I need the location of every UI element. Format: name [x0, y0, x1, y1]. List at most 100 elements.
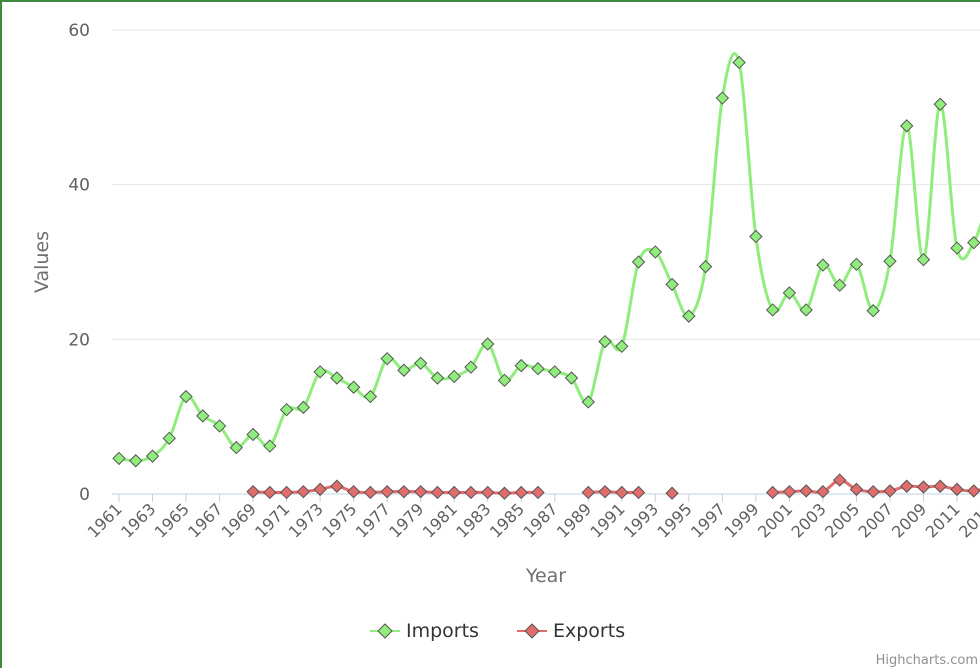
data-point-exports[interactable]	[765, 485, 780, 500]
data-point-imports[interactable]	[464, 360, 478, 374]
data-point-imports[interactable]	[849, 257, 864, 272]
data-point-imports[interactable]	[246, 427, 260, 442]
data-point-imports[interactable]	[799, 303, 813, 317]
data-point-imports[interactable]	[413, 356, 428, 371]
data-point-imports[interactable]	[447, 369, 461, 384]
data-point-exports[interactable]	[933, 479, 947, 493]
data-point-imports[interactable]	[514, 358, 528, 373]
data-point-exports[interactable]	[430, 485, 445, 500]
data-point-exports[interactable]	[279, 485, 294, 500]
data-point-exports[interactable]	[631, 485, 646, 500]
data-point-exports[interactable]	[598, 484, 612, 499]
data-point-imports[interactable]	[631, 255, 646, 269]
data-point-imports[interactable]	[900, 119, 914, 133]
data-point-imports[interactable]	[615, 339, 629, 354]
data-point-imports[interactable]	[346, 380, 361, 394]
data-point-exports[interactable]	[799, 484, 813, 498]
data-point-imports[interactable]	[765, 303, 780, 317]
data-point-exports[interactable]	[665, 486, 679, 500]
data-point-imports[interactable]	[883, 254, 897, 268]
data-point-exports[interactable]	[581, 485, 595, 500]
data-point-imports[interactable]	[129, 454, 143, 468]
data-point-exports[interactable]	[413, 484, 428, 499]
data-point-imports[interactable]	[363, 389, 378, 404]
data-point-imports[interactable]	[967, 235, 980, 250]
data-point-exports[interactable]	[497, 486, 512, 500]
data-point-imports[interactable]	[866, 304, 880, 318]
data-point-exports[interactable]	[531, 485, 545, 500]
data-point-imports[interactable]	[162, 431, 176, 446]
data-point-imports[interactable]	[682, 309, 696, 323]
data-point-exports[interactable]	[950, 482, 964, 497]
data-point-exports[interactable]	[849, 482, 864, 497]
data-point-imports[interactable]	[581, 395, 595, 409]
data-point-exports[interactable]	[816, 484, 830, 499]
data-point-imports[interactable]	[229, 440, 244, 455]
data-point-imports[interactable]	[212, 419, 227, 433]
data-point-imports[interactable]	[749, 229, 763, 244]
data-point-imports[interactable]	[698, 259, 713, 274]
legend-imports-marker	[377, 623, 393, 639]
data-point-exports[interactable]	[615, 485, 629, 500]
data-point-imports[interactable]	[782, 286, 797, 300]
data-point-imports[interactable]	[179, 389, 193, 404]
data-point-exports[interactable]	[866, 484, 880, 499]
data-point-imports[interactable]	[145, 449, 160, 463]
data-point-imports[interactable]	[531, 362, 545, 376]
data-point-exports[interactable]	[514, 485, 528, 500]
data-point-imports[interactable]	[330, 371, 344, 385]
data-point-imports[interactable]	[112, 451, 126, 466]
data-point-exports[interactable]	[246, 484, 260, 499]
data-point-imports[interactable]	[263, 439, 277, 453]
data-point-imports[interactable]	[548, 365, 562, 379]
credits-link[interactable]: Highcharts.com	[876, 653, 978, 668]
data-point-exports[interactable]	[967, 484, 980, 498]
x-tick-label: 1985	[486, 499, 528, 541]
data-point-imports[interactable]	[732, 55, 746, 70]
y-axis-title: Values	[31, 231, 53, 293]
data-point-imports[interactable]	[313, 365, 327, 379]
data-point-exports[interactable]	[916, 480, 931, 494]
data-point-exports[interactable]	[481, 485, 495, 500]
data-point-imports[interactable]	[598, 334, 612, 349]
data-point-imports[interactable]	[397, 363, 411, 377]
data-point-imports[interactable]	[564, 371, 579, 385]
data-point-exports[interactable]	[447, 485, 461, 500]
data-point-exports[interactable]	[397, 484, 411, 499]
data-point-exports[interactable]	[330, 479, 344, 493]
data-point-imports[interactable]	[950, 241, 964, 255]
data-point-exports[interactable]	[263, 485, 277, 500]
data-point-imports[interactable]	[481, 337, 495, 351]
data-point-imports[interactable]	[430, 371, 445, 385]
data-point-imports[interactable]	[916, 252, 931, 267]
data-point-exports[interactable]	[380, 484, 394, 499]
data-point-exports[interactable]	[363, 485, 378, 500]
data-point-imports[interactable]	[380, 351, 394, 366]
legend[interactable]: Imports Exports	[370, 620, 625, 642]
data-point-imports[interactable]	[279, 402, 294, 417]
data-point-imports[interactable]	[648, 245, 663, 259]
y-tick-label: 0	[79, 485, 90, 505]
y-tick-label: 60	[68, 21, 90, 41]
data-point-exports[interactable]	[883, 484, 897, 498]
legend-item-exports[interactable]: Exports	[517, 620, 625, 642]
x-tick-label: 1987	[519, 499, 561, 541]
data-point-exports[interactable]	[346, 484, 361, 499]
data-point-exports[interactable]	[464, 485, 478, 500]
data-point-imports[interactable]	[816, 258, 830, 272]
data-point-exports[interactable]	[832, 473, 847, 487]
data-point-imports[interactable]	[933, 97, 947, 111]
data-point-exports[interactable]	[900, 479, 914, 493]
x-tick-label: 1997	[687, 499, 729, 541]
data-point-imports[interactable]	[715, 91, 730, 105]
legend-item-imports[interactable]: Imports	[370, 620, 479, 642]
data-point-imports[interactable]	[196, 409, 210, 423]
data-point-exports[interactable]	[782, 484, 797, 499]
data-point-exports[interactable]	[313, 482, 327, 497]
data-point-imports[interactable]	[665, 277, 679, 292]
data-point-imports[interactable]	[832, 278, 847, 292]
data-point-exports[interactable]	[296, 484, 311, 499]
data-point-imports[interactable]	[296, 400, 311, 415]
data-point-imports[interactable]	[497, 373, 512, 388]
